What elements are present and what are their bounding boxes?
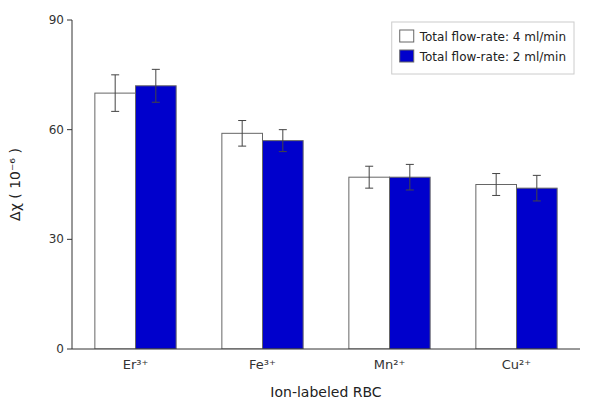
legend-swatch [400,30,414,42]
error-line [496,174,497,196]
error-bar [365,166,373,188]
bar [95,93,136,349]
y-tick-label: 0 [56,342,64,356]
x-axis [72,349,580,350]
error-cap [365,188,373,189]
y-axis [72,20,73,349]
bar [476,185,517,350]
error-bar [533,175,541,201]
x-tick-label: Mn²⁺ [374,357,406,372]
bar [390,177,431,349]
error-line [155,69,156,102]
chart: 0 30 60 90 Er³⁺ Fe³⁺ Mn²⁺ Cu²⁺ Ion-labeled RBC Δχ… [0,0,600,411]
legend-swatch [400,50,414,62]
plot-area [95,69,557,349]
bar [349,177,390,349]
bar [136,86,177,349]
error-cap [533,200,541,201]
error-bar [406,164,414,190]
legend-box [392,22,574,74]
error-bar [152,69,160,102]
x-tick-label: Fe³⁺ [249,357,276,372]
error-line [409,164,410,190]
error-cap [492,173,500,174]
legend-label: Total flow-rate: 2 ml/min [419,50,566,64]
error-line [536,175,537,201]
error-cap [279,151,287,152]
x-tick-label: Cu²⁺ [502,357,531,372]
y-tick-label: 30 [49,232,64,246]
legend: Total flow-rate: 4 ml/min Total flow-rate… [392,22,574,74]
error-cap [111,111,119,112]
y-tick-label: 90 [49,13,64,27]
x-axis-label: Ion-labeled RBC [270,384,382,400]
bar [517,188,558,349]
error-cap [152,102,160,103]
error-line [282,130,283,152]
error-line [242,121,243,147]
error-bar [492,174,500,196]
error-cap [238,120,246,121]
y-tick [67,20,72,21]
bar [222,133,263,349]
bar [263,141,304,349]
error-cap [365,166,373,167]
error-line [115,75,116,112]
error-cap [152,69,160,70]
error-bar [238,121,246,147]
error-cap [279,129,287,130]
error-cap [111,74,119,75]
error-bar [279,130,287,152]
y-tick-label: 60 [49,123,64,137]
error-cap [406,164,414,165]
error-bar [111,75,119,112]
error-cap [238,146,246,147]
error-cap [492,195,500,196]
y-axis-label: Δχ ( 10⁻⁶ ) [7,148,23,221]
error-cap [533,175,541,176]
y-tick [67,129,72,130]
legend-label: Total flow-rate: 4 ml/min [419,30,566,44]
error-line [369,166,370,188]
y-tick [67,239,72,240]
x-tick-label: Er³⁺ [123,357,149,372]
y-tick [67,349,72,350]
error-cap [406,189,414,190]
